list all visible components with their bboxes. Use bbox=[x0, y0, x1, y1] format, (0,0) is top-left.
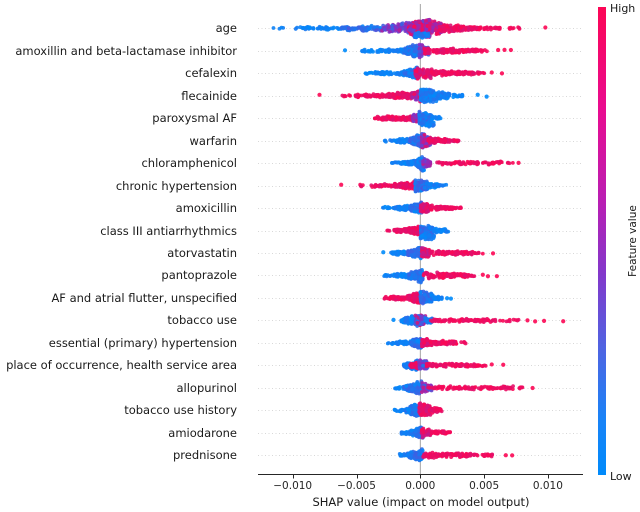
feature-label: cefalexin bbox=[185, 66, 237, 81]
x-tick-label: 0.000 bbox=[405, 480, 436, 492]
feature-label: tobacco use bbox=[167, 313, 237, 328]
x-tick-label: −0.010 bbox=[273, 480, 313, 492]
feature-label: prednisone bbox=[172, 448, 237, 463]
x-tick-label: −0.005 bbox=[337, 480, 376, 492]
colorbar-low-label: Low bbox=[610, 470, 632, 483]
feature-label: class III antiarrhythmics bbox=[100, 223, 237, 238]
feature-label: chronic hypertension bbox=[115, 178, 237, 193]
feature-label: place of occurrence, health service area bbox=[6, 358, 237, 373]
colorbar-high-label: High bbox=[610, 2, 636, 15]
feature-label: essential (primary) hypertension bbox=[48, 335, 237, 350]
feature-label: flecainide bbox=[181, 88, 237, 103]
feature-label: pantoprazole bbox=[161, 268, 237, 283]
feature-label: AF and atrial flutter, unspecified bbox=[51, 290, 237, 305]
feature-label: tobacco use history bbox=[124, 403, 237, 418]
feature-label: chloramphenicol bbox=[141, 156, 237, 171]
x-tick-label: 0.010 bbox=[532, 480, 563, 492]
x-tick-label: 0.005 bbox=[469, 480, 500, 492]
feature-label: atorvastatin bbox=[167, 246, 237, 260]
feature-label: amoxicillin bbox=[175, 201, 237, 216]
feature-label: amiodarone bbox=[168, 425, 237, 440]
feature-label: age bbox=[215, 21, 237, 36]
colorbar-title: Feature value bbox=[627, 205, 639, 277]
colorbar-gradient bbox=[598, 7, 606, 475]
feature-label: allopurinol bbox=[176, 380, 237, 395]
feature-label: amoxillin and beta-lactamase inhibitor bbox=[15, 43, 237, 58]
feature-label: warfarin bbox=[189, 133, 238, 148]
feature-label: paroxysmal AF bbox=[152, 111, 237, 126]
x-axis-title: SHAP value (impact on model output) bbox=[312, 495, 530, 509]
